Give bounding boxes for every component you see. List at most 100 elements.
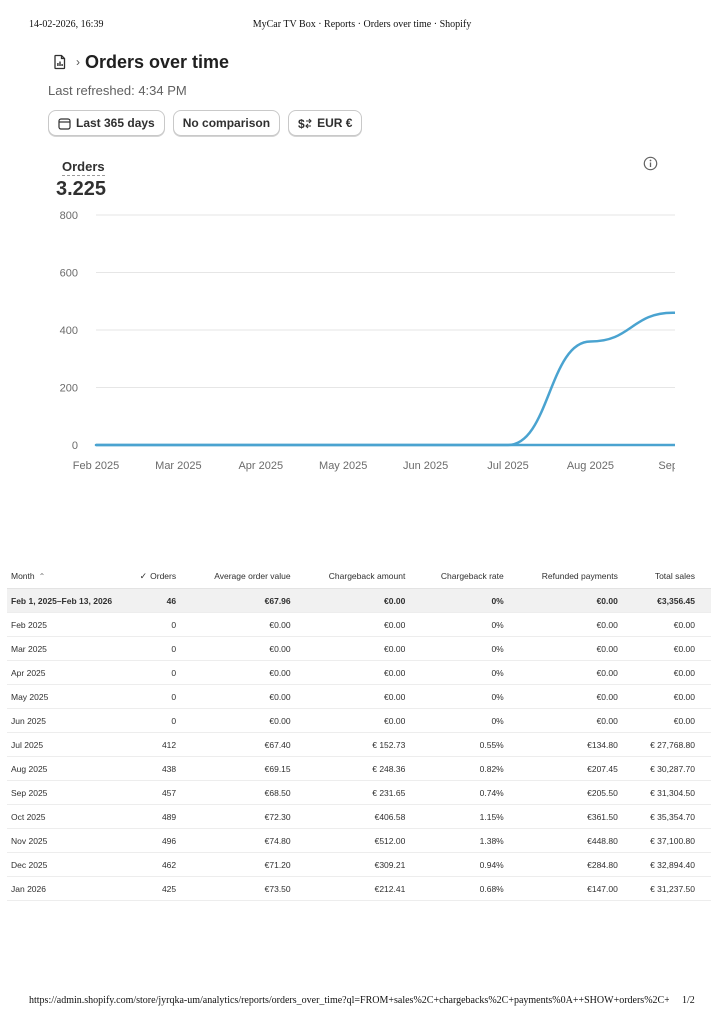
metric-label[interactable]: Orders <box>62 159 105 176</box>
cell-chargeback-amount: € 248.36 <box>306 756 422 781</box>
column-header-aov[interactable]: Average order value <box>192 564 307 589</box>
cell-month: Dec 2025 <box>7 852 129 877</box>
cell-month: Jul 2025 <box>7 732 129 757</box>
orders-series-line[interactable] <box>94 311 675 447</box>
metric-value: 3.225 <box>56 178 107 200</box>
table-row: May 2025 0 €0.00 €0.00 0% €0.00 €0.00 <box>7 684 711 709</box>
x-tick-label: Sep 2 <box>658 460 675 472</box>
cell-aov: €0.00 <box>192 636 307 661</box>
column-header-chargeback-rate[interactable]: Chargeback rate <box>421 564 520 589</box>
date-range-button[interactable]: Last 365 days <box>48 110 165 136</box>
cell-month: Apr 2025 <box>7 660 129 685</box>
cell-total-sales: € 31,237.50 <box>633 876 711 901</box>
cell-chargeback-amount: €512.00 <box>306 828 422 853</box>
last-refreshed: Last refreshed: 4:34 PM <box>48 83 187 98</box>
cell-chargeback-rate: 0% <box>421 636 520 661</box>
print-footer: https://admin.shopify.com/store/jyrqka-u… <box>0 995 724 1009</box>
data-point[interactable] <box>423 442 429 448</box>
column-header-refunded[interactable]: Refunded payments <box>519 564 634 589</box>
table-row: Mar 2025 0 €0.00 €0.00 0% €0.00 €0.00 <box>7 636 711 661</box>
total-month: Feb 1, 2025–Feb 13, 2026 <box>7 588 129 613</box>
table-row: Aug 2025 438 €69.15 € 248.36 0.82% €207.45 € 3… <box>7 756 711 781</box>
cell-chargeback-rate: 0.74% <box>421 780 520 805</box>
cell-refunded: €0.00 <box>519 612 634 637</box>
cell-month: May 2025 <box>7 684 129 709</box>
column-header-chargeback-amount[interactable]: Chargeback amount <box>306 564 422 589</box>
cell-chargeback-rate: 0% <box>421 660 520 685</box>
cell-month: Oct 2025 <box>7 804 129 829</box>
data-point[interactable] <box>340 442 346 448</box>
cell-refunded: €0.00 <box>519 684 634 709</box>
cell-chargeback-rate: 0.55% <box>421 732 520 757</box>
column-header-orders[interactable]: ✓ Orders <box>128 564 193 589</box>
cell-aov: €71.20 <box>192 852 307 877</box>
cell-month: Sep 2025 <box>7 780 129 805</box>
column-header-month[interactable]: Month ⌃ <box>7 564 129 589</box>
cell-aov: €0.00 <box>192 612 307 637</box>
cell-chargeback-amount: €406.58 <box>306 804 422 829</box>
x-tick-label: Mar 2025 <box>155 460 201 472</box>
column-header-total-sales[interactable]: Total sales <box>633 564 711 589</box>
data-point[interactable] <box>505 442 511 448</box>
cell-chargeback-amount: € 152.73 <box>306 732 422 757</box>
info-icon[interactable] <box>643 156 658 171</box>
breadcrumb-chevron-icon: › <box>76 55 80 69</box>
total-chargeback-rate: 0% <box>421 588 520 613</box>
cell-chargeback-rate: 0.82% <box>421 756 520 781</box>
data-point[interactable] <box>258 442 264 448</box>
x-tick-label: May 2025 <box>319 460 367 472</box>
cell-chargeback-rate: 1.15% <box>421 804 520 829</box>
cell-total-sales: €0.00 <box>633 636 711 661</box>
cell-orders: 0 <box>128 636 193 661</box>
cell-chargeback-amount: €0.00 <box>306 708 422 733</box>
cell-total-sales: €0.00 <box>633 660 711 685</box>
report-document-icon[interactable] <box>52 54 68 70</box>
filter-bar: Last 365 days No comparison $ EUR € <box>48 110 363 136</box>
cell-chargeback-amount: €212.41 <box>306 876 422 901</box>
sort-caret-icon[interactable]: ⌃ <box>38 572 46 581</box>
cell-month: Feb 2025 <box>7 612 129 637</box>
checkmark-icon: ✓ <box>139 570 148 581</box>
cell-refunded: €207.45 <box>519 756 634 781</box>
cell-chargeback-amount: €0.00 <box>306 636 422 661</box>
table-row: Oct 2025 489 €72.30 €406.58 1.15% €361.50 € 35… <box>7 804 711 829</box>
cell-aov: €68.50 <box>192 780 307 805</box>
cell-orders: 496 <box>128 828 193 853</box>
table-total-row: Feb 1, 2025–Feb 13, 2026 46 €67.96 €0.00… <box>7 588 711 613</box>
cell-orders: 489 <box>128 804 193 829</box>
data-point[interactable] <box>670 310 675 316</box>
report-table: Month ⌃ ✓ Orders Average order value Charg… <box>7 564 711 901</box>
table-row: Feb 2025 0 €0.00 €0.00 0% €0.00 €0.00 <box>7 612 711 637</box>
cell-total-sales: €0.00 <box>633 708 711 733</box>
cell-chargeback-rate: 0% <box>421 708 520 733</box>
data-point[interactable] <box>93 442 99 448</box>
data-point[interactable] <box>587 339 593 345</box>
cell-refunded: €134.80 <box>519 732 634 757</box>
table-row: Sep 2025 457 €68.50 € 231.65 0.74% €205.50 € 3… <box>7 780 711 805</box>
orders-line-chart: 0 200 400 600 800 Feb 2025 Mar 2025 Apr 2025 May… <box>60 210 675 472</box>
cell-aov: €72.30 <box>192 804 307 829</box>
cell-orders: 438 <box>128 756 193 781</box>
comparison-label: No comparison <box>182 116 271 130</box>
currency-exchange-icon: $ <box>298 117 312 130</box>
date-range-label: Last 365 days <box>76 116 155 130</box>
currency-label: EUR € <box>317 116 353 130</box>
table-row: Jun 2025 0 €0.00 €0.00 0% €0.00 €0.00 <box>7 708 711 733</box>
cell-total-sales: € 35,354.70 <box>633 804 711 829</box>
table-row: Jul 2025 412 €67.40 € 152.73 0.55% €134.80 € 2… <box>7 732 711 757</box>
cell-orders: 0 <box>128 684 193 709</box>
currency-button[interactable]: $ EUR € <box>288 110 363 136</box>
cell-chargeback-amount: €0.00 <box>306 612 422 637</box>
table-row: Jan 2026 425 €73.50 €212.41 0.68% €147.00 € 31… <box>7 876 711 901</box>
cell-total-sales: € 30,287.70 <box>633 756 711 781</box>
y-tick-label: 0 <box>72 440 78 452</box>
total-refunded: €0.00 <box>519 588 634 613</box>
comparison-button[interactable]: No comparison <box>172 110 281 136</box>
table-row: Apr 2025 0 €0.00 €0.00 0% €0.00 €0.00 <box>7 660 711 685</box>
cell-orders: 462 <box>128 852 193 877</box>
cell-total-sales: € 32,894.40 <box>633 852 711 877</box>
cell-chargeback-amount: €0.00 <box>306 684 422 709</box>
print-url[interactable]: https://admin.shopify.com/store/jyrqka-u… <box>29 995 669 1006</box>
cell-total-sales: € 27,768.80 <box>633 732 711 757</box>
data-point[interactable] <box>175 442 181 448</box>
